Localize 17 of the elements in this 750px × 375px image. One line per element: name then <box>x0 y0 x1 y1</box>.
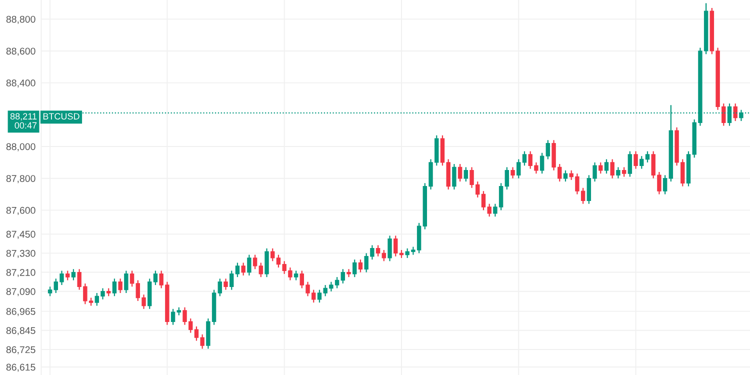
y-tick-label: 86,845 <box>6 327 36 336</box>
y-tick-label: 87,800 <box>6 175 36 184</box>
y-tick-label: 86,725 <box>6 346 36 354</box>
text: 00:47 <box>14 122 37 129</box>
y-tick-label: 88,400 <box>6 80 36 88</box>
y-tick-label: 88,600 <box>6 48 36 56</box>
y-tick-label: 87,600 <box>6 206 36 215</box>
annotation: BTCUSD <box>43 113 80 120</box>
ref-line-label: 88,211 <box>10 113 37 121</box>
y-tick-label: 87,450 <box>6 230 36 239</box>
y-tick-label: 88,000 <box>6 143 36 152</box>
y-tick-label: 86,615 <box>6 364 36 372</box>
y-tick-label: 86,965 <box>6 308 36 316</box>
y-tick-label: 88,800 <box>6 16 36 24</box>
y-tick-label: 87,090 <box>6 288 36 296</box>
y-tick-label: 87,330 <box>6 250 36 258</box>
y-tick-label: 87,210 <box>6 269 36 278</box>
